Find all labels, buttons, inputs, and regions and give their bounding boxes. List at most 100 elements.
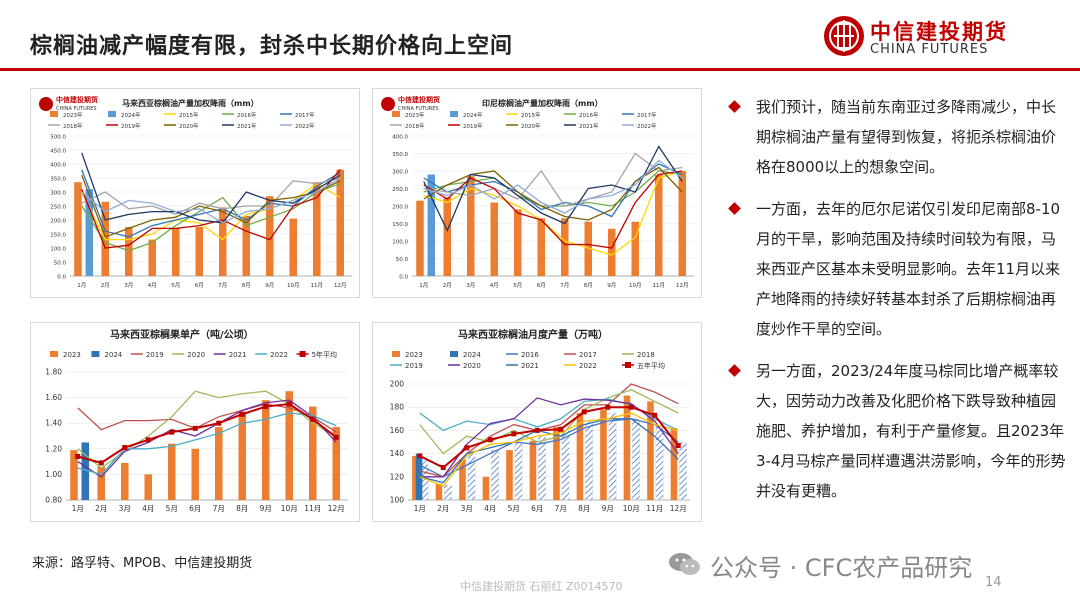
legend-label: 2020 xyxy=(463,362,481,370)
bar xyxy=(312,182,321,276)
x-tick-label: 2月 xyxy=(437,504,449,513)
bullet-item: 我们预计，随当前东南亚过多降雨减少，中长期棕榈油产量有望得到恢复，将扼杀棕榈油价… xyxy=(728,92,1068,182)
line-marker xyxy=(605,404,611,410)
chart-malaysia-rainfall: 中信建投期货 CHINA FUTURES 马来西亚棕榈油产量加权降雨（mm） 2023… xyxy=(30,88,360,298)
x-tick-label: 7月 xyxy=(555,504,567,513)
x-tick-label: 1月 xyxy=(72,504,84,513)
series-line xyxy=(81,169,341,249)
chart-title: 马来西亚棕榈油月度产量（万吨） xyxy=(458,328,608,341)
bar xyxy=(74,182,82,276)
mini-logo-cn: 中信建投期货 xyxy=(56,95,98,104)
legend-label: 2018 xyxy=(637,351,655,359)
hatched-bar xyxy=(679,441,687,501)
bar xyxy=(124,227,133,276)
y-tick-label: 1.80 xyxy=(45,368,62,377)
line-marker xyxy=(464,445,470,451)
mini-logo-en: CHINA FUTURES xyxy=(398,106,439,112)
hatched-bar xyxy=(561,430,570,501)
x-tick-label: 2月 xyxy=(101,282,110,289)
hatched-bar xyxy=(585,420,593,501)
bar xyxy=(144,474,153,500)
citic-logo-icon xyxy=(824,16,864,56)
legend-label: 2017年 xyxy=(637,111,657,119)
x-tick-label: 6月 xyxy=(189,504,201,513)
hatched-bar xyxy=(514,441,523,501)
y-tick-label: 1.60 xyxy=(45,393,62,402)
legend-label: 2022年 xyxy=(295,122,315,130)
line-marker xyxy=(333,434,339,440)
legend-marker xyxy=(625,362,631,368)
bar xyxy=(416,200,424,276)
legend-label: 五年平均 xyxy=(637,361,665,370)
series-line xyxy=(81,169,341,238)
y-tick-label: 0.0 xyxy=(399,275,408,281)
x-tick-label: 6月 xyxy=(195,282,204,289)
watermark-text: 公众号 · CFC农产品研究 xyxy=(710,554,973,582)
x-tick-label: 7月 xyxy=(218,282,227,289)
line-marker xyxy=(440,465,446,471)
x-tick-label: 4月 xyxy=(148,282,157,289)
y-tick-label: 350.0 xyxy=(392,152,408,158)
bar xyxy=(120,462,129,500)
mini-logo-icon xyxy=(39,97,53,111)
y-tick-label: 120 xyxy=(390,472,405,481)
legend-swatch xyxy=(50,351,58,357)
line-marker xyxy=(417,453,423,459)
x-tick-label: 11月 xyxy=(653,282,666,289)
bar xyxy=(506,450,513,500)
legend-label: 5年平均 xyxy=(312,350,337,359)
bar xyxy=(332,427,341,500)
x-tick-label: 8月 xyxy=(236,504,248,513)
series-line xyxy=(419,418,679,478)
bar xyxy=(513,209,522,276)
series-line xyxy=(423,152,683,207)
legend-label: 2017 xyxy=(579,351,597,359)
mini-logo-cn: 中信建投期货 xyxy=(398,95,440,104)
logo-en-text: CHINA FUTURES xyxy=(870,42,989,57)
y-tick-label: 1.00 xyxy=(45,470,62,479)
x-tick-label: 10月 xyxy=(287,282,300,289)
bar xyxy=(265,196,274,276)
x-tick-label: 7月 xyxy=(560,282,569,289)
bar xyxy=(623,395,631,500)
bar xyxy=(289,218,298,276)
y-tick-label: 200.0 xyxy=(50,219,66,225)
x-tick-label: 11月 xyxy=(311,282,324,289)
legend-label: 2022 xyxy=(270,351,288,359)
bar xyxy=(647,401,654,500)
y-tick-label: 350.0 xyxy=(50,177,66,183)
series-line xyxy=(77,403,337,433)
series-line xyxy=(423,145,683,233)
bar xyxy=(81,442,90,500)
x-tick-label: 9月 xyxy=(265,282,274,289)
x-tick-label: 3月 xyxy=(124,282,133,289)
bar xyxy=(412,455,419,500)
bar xyxy=(214,427,223,500)
source-note: 来源：路孚特、MPOB、中信建投期货 xyxy=(32,556,253,571)
y-tick-label: 160 xyxy=(390,426,405,435)
bar xyxy=(459,459,466,500)
x-tick-label: 6月 xyxy=(537,282,546,289)
mini-logo-icon xyxy=(381,97,395,111)
bar xyxy=(443,197,452,276)
legend-label: 2015年 xyxy=(179,111,199,119)
y-tick-label: 150.0 xyxy=(50,233,66,239)
legend-label: 2019年 xyxy=(121,122,141,130)
x-tick-label: 11月 xyxy=(304,504,321,513)
y-tick-label: 100.0 xyxy=(50,247,66,253)
title-divider xyxy=(0,68,1080,71)
legend-swatch xyxy=(108,111,116,117)
line-marker xyxy=(286,401,292,407)
logo-cn-text: 中信建投期货 xyxy=(870,20,1008,44)
line-marker xyxy=(98,460,104,466)
x-tick-label: 8月 xyxy=(578,504,590,513)
bar xyxy=(191,448,200,500)
x-tick-label: 4月 xyxy=(142,504,154,513)
bar xyxy=(242,215,251,276)
x-tick-label: 7月 xyxy=(213,504,225,513)
x-tick-label: 10月 xyxy=(623,504,640,513)
legend-label: 2018年 xyxy=(405,122,425,130)
legend-swatch xyxy=(392,351,400,357)
bullet-item: 另一方面，2023/24年度马棕同比增产概率较大，因劳动力改善及化肥价格下跌导致… xyxy=(728,356,1068,506)
analysis-bullets: 我们预计，随当前东南亚过多降雨减少，中长期棕榈油产量有望得到恢复，将扼杀棕榈油价… xyxy=(728,92,1068,518)
